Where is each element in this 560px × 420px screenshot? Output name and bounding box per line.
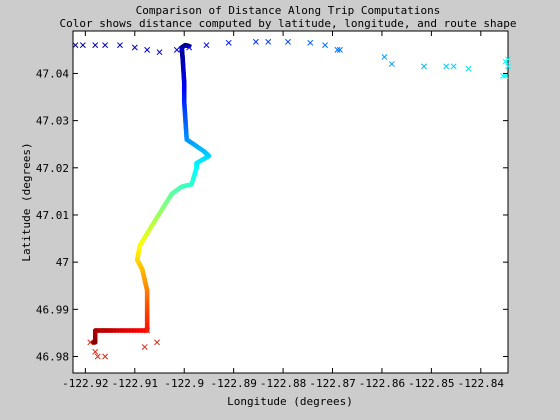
y-tick-label: 46.98 xyxy=(36,350,69,363)
x-tick-label: -122.85 xyxy=(408,377,454,390)
data-marker-x xyxy=(465,65,472,72)
data-marker-x xyxy=(450,63,457,70)
x-tick-label: -122.84 xyxy=(458,377,505,390)
data-marker-x xyxy=(285,38,291,45)
x-tick-label: -122.92 xyxy=(62,377,108,390)
data-marker-x xyxy=(307,39,314,46)
x-tick-label: -122.9 xyxy=(164,377,204,390)
data-marker-x xyxy=(131,44,138,51)
data-marker-x xyxy=(500,72,507,79)
series-layer xyxy=(72,38,511,360)
data-marker-x xyxy=(178,45,185,52)
y-tick-label: 46.99 xyxy=(36,303,69,316)
data-marker-x xyxy=(156,49,163,56)
data-marker-x xyxy=(117,42,123,49)
data-marker-x xyxy=(336,46,343,53)
data-marker-x xyxy=(421,63,427,70)
data-marker-x xyxy=(502,72,509,79)
y-axis-label: Latitude (degrees) xyxy=(20,142,33,261)
x-tick-label: -122.88 xyxy=(260,377,306,390)
x-tick-label: -122.86 xyxy=(359,377,405,390)
data-marker-x xyxy=(186,44,193,51)
y-tick-label: 47.01 xyxy=(36,209,69,222)
data-marker-x xyxy=(265,38,272,45)
data-marker-x xyxy=(92,42,99,49)
data-marker-x xyxy=(443,63,450,70)
data-marker-x xyxy=(322,42,329,49)
data-marker-x xyxy=(505,63,511,70)
plot-area xyxy=(72,30,509,374)
y-tick-label: 47.03 xyxy=(36,115,69,128)
data-marker-x xyxy=(102,42,109,49)
y-tick-label: 47.04 xyxy=(36,67,69,80)
y-tick-label: 47.02 xyxy=(36,162,69,175)
data-marker-x xyxy=(79,42,86,49)
data-marker-x xyxy=(92,348,99,355)
ticks-layer: -122.92 -122.91 -122.9 -122.89 -122.88 -122.8… xyxy=(36,31,508,390)
data-marker-x xyxy=(144,46,151,53)
x-tick-label: -122.91 xyxy=(112,377,158,390)
data-marker-x xyxy=(203,42,210,49)
data-marker-x xyxy=(94,353,101,360)
data-marker-x xyxy=(225,39,232,46)
x-tick-label: -122.89 xyxy=(210,377,256,390)
data-marker-x xyxy=(505,56,511,63)
data-marker-x xyxy=(102,353,109,360)
data-marker-x xyxy=(388,61,395,67)
chart-subtitle: Color shows distance computed by latitud… xyxy=(60,17,517,30)
data-marker-x xyxy=(173,46,180,53)
data-marker-x xyxy=(72,42,79,49)
data-marker-x xyxy=(252,38,259,45)
y-tick-label: 47 xyxy=(56,256,69,269)
data-marker-x xyxy=(334,46,341,53)
data-marker-x xyxy=(144,327,151,334)
data-marker-x xyxy=(87,339,94,346)
chart-title: Comparison of Distance Along Trip Comput… xyxy=(136,4,441,17)
data-marker-x xyxy=(154,339,160,346)
x-tick-label: -122.87 xyxy=(309,377,355,390)
data-marker-x xyxy=(381,53,388,60)
data-marker-x xyxy=(141,344,148,351)
x-axis-label: Longitude (degrees) xyxy=(227,395,353,408)
